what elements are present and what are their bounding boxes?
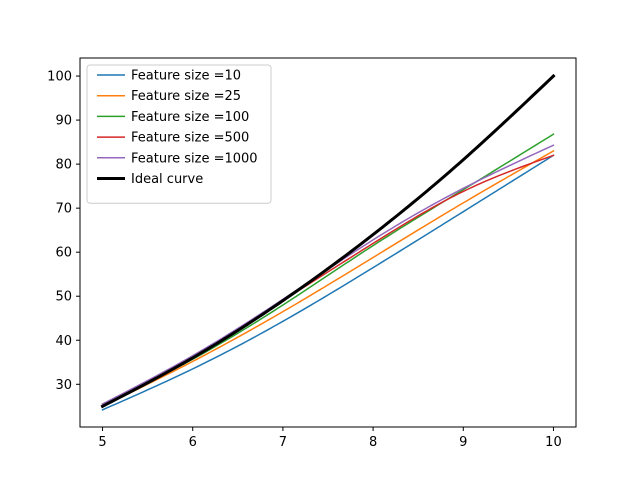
y-tick-label: 70: [55, 202, 72, 217]
y-axis: 30 40 50 60 70 80 90 100: [47, 70, 80, 393]
x-tick-label: 8: [369, 435, 377, 450]
y-tick-label: 80: [55, 158, 72, 173]
series-lines: [100, 73, 556, 411]
legend-label-5: Ideal curve: [131, 172, 203, 187]
y-tick-label: 40: [55, 334, 72, 349]
series-line-5: [100, 73, 556, 409]
legend-label-4: Feature size =1000: [131, 151, 258, 166]
y-tick-label: 30: [55, 378, 72, 393]
legend-label-2: Feature size =100: [131, 110, 249, 125]
y-tick-label: 100: [47, 70, 72, 85]
y-tick-label: 60: [55, 246, 72, 261]
x-tick-label: 5: [98, 435, 106, 450]
x-tick-label: 10: [545, 435, 562, 450]
x-tick-label: 9: [459, 435, 467, 450]
x-tick-label: 7: [279, 435, 287, 450]
legend-label-3: Feature size =500: [131, 131, 249, 146]
legend: Feature size =10 Feature size =25 Feature …: [86, 64, 272, 204]
legend-box: [86, 64, 272, 204]
axes-frame: [79, 57, 577, 428]
legend-label-1: Feature size =25: [131, 89, 241, 104]
x-axis: 5 6 7 8 9 10: [98, 427, 562, 450]
y-tick-label: 50: [55, 290, 72, 305]
series-line-0: [101, 154, 555, 411]
x-tick-label: 6: [189, 435, 197, 450]
legend-label-0: Feature size =10: [131, 69, 241, 84]
y-tick-label: 90: [55, 114, 72, 129]
series-line-1: [101, 149, 555, 408]
